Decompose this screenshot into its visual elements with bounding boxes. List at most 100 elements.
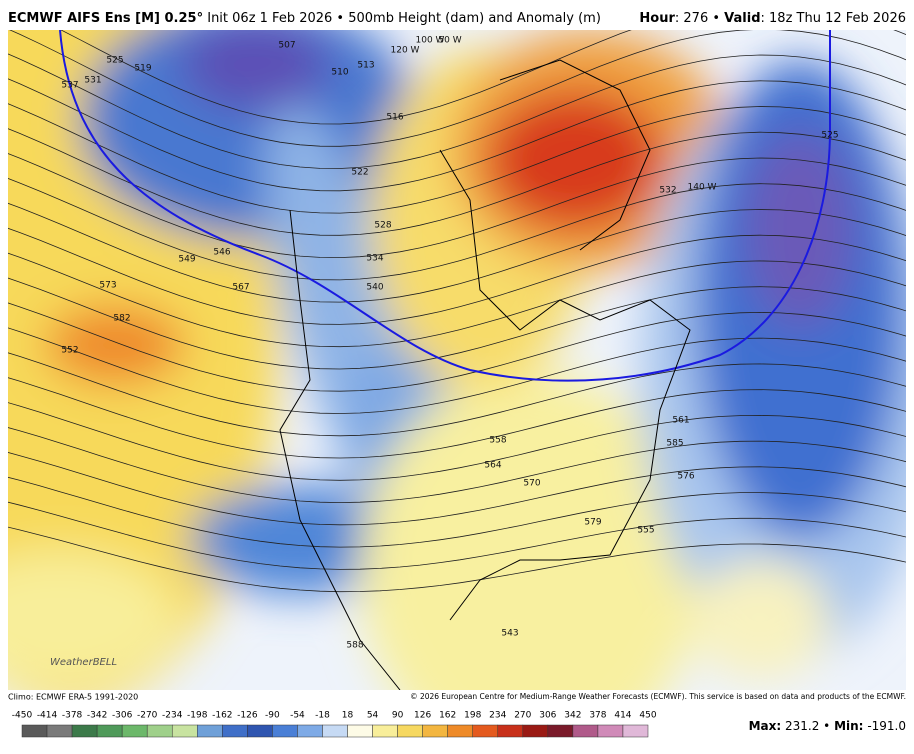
valid-label: Valid — [724, 11, 760, 26]
colorbar-swatch — [297, 724, 323, 738]
header-right: Hour: 276 • Valid: 18z Thu 12 Feb 2026 — [639, 11, 906, 26]
colorbar-tick-label: 306 — [539, 711, 556, 721]
contour-line — [8, 501, 906, 570]
colorbar-swatch — [21, 724, 48, 738]
colorbar-tick-label: 270 — [514, 711, 531, 721]
colorbar-tick-label: 162 — [439, 711, 456, 721]
colorbar-tick-label: 54 — [367, 711, 379, 721]
colorbar-tick-label: 414 — [614, 711, 631, 721]
colorbar-swatch — [597, 724, 624, 738]
colorbar-swatch — [322, 724, 348, 738]
colorbar-tick-label: -450 — [12, 711, 33, 721]
contour-line — [8, 128, 906, 236]
colorbar-swatch — [397, 724, 423, 738]
colorbar-swatch — [121, 724, 148, 738]
contour-line — [8, 402, 906, 481]
max-label: Max: — [749, 719, 782, 733]
contour-label: 516 — [386, 113, 403, 123]
max-value: 231.2 — [785, 719, 819, 733]
logo: WeatherBELL — [50, 657, 117, 668]
colorbar-tick-label: 378 — [589, 711, 606, 721]
colorbar-swatch — [497, 724, 524, 738]
contour-label: 558 — [489, 436, 506, 446]
colorbar-tick-label: 198 — [464, 711, 481, 721]
contour-label: 576 — [677, 472, 694, 482]
hour-label: Hour — [639, 11, 675, 26]
contour-line — [8, 78, 906, 192]
header-left: ECMWF AIFS Ens [M] 0.25° Init 06z 1 Feb … — [8, 11, 601, 26]
colorbar-swatch — [572, 724, 599, 738]
valid-value: : 18z Thu 12 Feb 2026 — [761, 11, 906, 26]
contour-label: 507 — [278, 41, 295, 51]
contour-line — [8, 252, 906, 348]
separator: • — [823, 719, 830, 733]
colorbar-swatch — [71, 724, 98, 738]
contour-line — [9, 30, 906, 147]
contour-line — [8, 526, 906, 593]
colorbar-tick-label: 126 — [414, 711, 431, 721]
contour-line — [8, 476, 906, 548]
contour-line — [8, 53, 906, 169]
contour-label: 519 — [134, 64, 151, 74]
contour-line — [8, 377, 906, 459]
contour-line — [8, 327, 906, 414]
contour-label: 532 — [659, 186, 676, 196]
contour-label: 543 — [501, 629, 518, 639]
contour-label: 537 — [61, 81, 78, 91]
contour-label: 50 W — [438, 36, 461, 46]
contour-label: 588 — [346, 641, 363, 651]
contour-line — [60, 30, 906, 125]
colorbar-swatch — [447, 724, 473, 738]
contour-label: 513 — [357, 61, 374, 71]
colorbar-swatch — [247, 724, 273, 738]
contour-label: 531 — [84, 76, 101, 86]
contour-label: 540 — [366, 283, 383, 293]
contour-label: 561 — [672, 416, 689, 426]
colorbar-swatch — [46, 724, 73, 738]
colorbar-swatch — [222, 724, 248, 738]
hour-value: : 276 • — [675, 11, 720, 26]
min-label: Min: — [834, 719, 863, 733]
contour-label: 573 — [99, 281, 116, 291]
max-min: Max: 231.2 • Min: -191.0 — [749, 719, 906, 733]
colorbar-tick-label: 90 — [392, 711, 404, 721]
contour-label: 564 — [484, 461, 501, 471]
colorbar-tick-label: -378 — [62, 711, 83, 721]
colorbar-tick-label: -18 — [315, 711, 330, 721]
climo: Climo: ECMWF ERA-5 1991-2020 — [8, 693, 138, 702]
colorbar-tick-label: -126 — [237, 711, 258, 721]
contour-label: 510 — [331, 68, 348, 78]
contour-line — [8, 302, 906, 392]
540-line — [59, 30, 831, 382]
contour-label: 120 W — [391, 46, 420, 56]
contour-line — [8, 277, 906, 370]
contour-label: 140 W — [688, 183, 717, 193]
colorbar-swatch — [197, 724, 223, 738]
colorbar-tick-label: -306 — [112, 711, 133, 721]
contour-line — [8, 202, 906, 303]
contour-line — [8, 153, 906, 259]
description: Init 06z 1 Feb 2026 • 500mb Height (dam)… — [207, 11, 601, 26]
colorbar-swatch — [272, 724, 298, 738]
contour-label: 534 — [366, 254, 383, 264]
contour-label: 585 — [666, 439, 683, 449]
colorbar-swatch — [547, 724, 574, 738]
copyright: © 2026 European Centre for Medium-Range … — [410, 692, 906, 701]
colorbar-tick-label: -270 — [137, 711, 158, 721]
colorbar-swatch — [96, 724, 123, 738]
contour-label: 570 — [523, 479, 540, 489]
colorbar-tick-label: -162 — [212, 711, 232, 721]
contour-label: 582 — [113, 314, 130, 324]
colorbar-swatch — [171, 724, 198, 738]
colorbar-tick-label: 234 — [489, 711, 506, 721]
contour-label: 522 — [351, 168, 368, 178]
coastline — [279, 59, 691, 690]
contour-line — [8, 103, 906, 214]
colorbar-swatch — [422, 724, 448, 738]
colorbar-tick-label: 450 — [639, 711, 656, 721]
colorbar-tick-label: -234 — [162, 711, 183, 721]
colorbar-tick-label: -198 — [187, 711, 208, 721]
contour-label: 546 — [213, 248, 230, 258]
